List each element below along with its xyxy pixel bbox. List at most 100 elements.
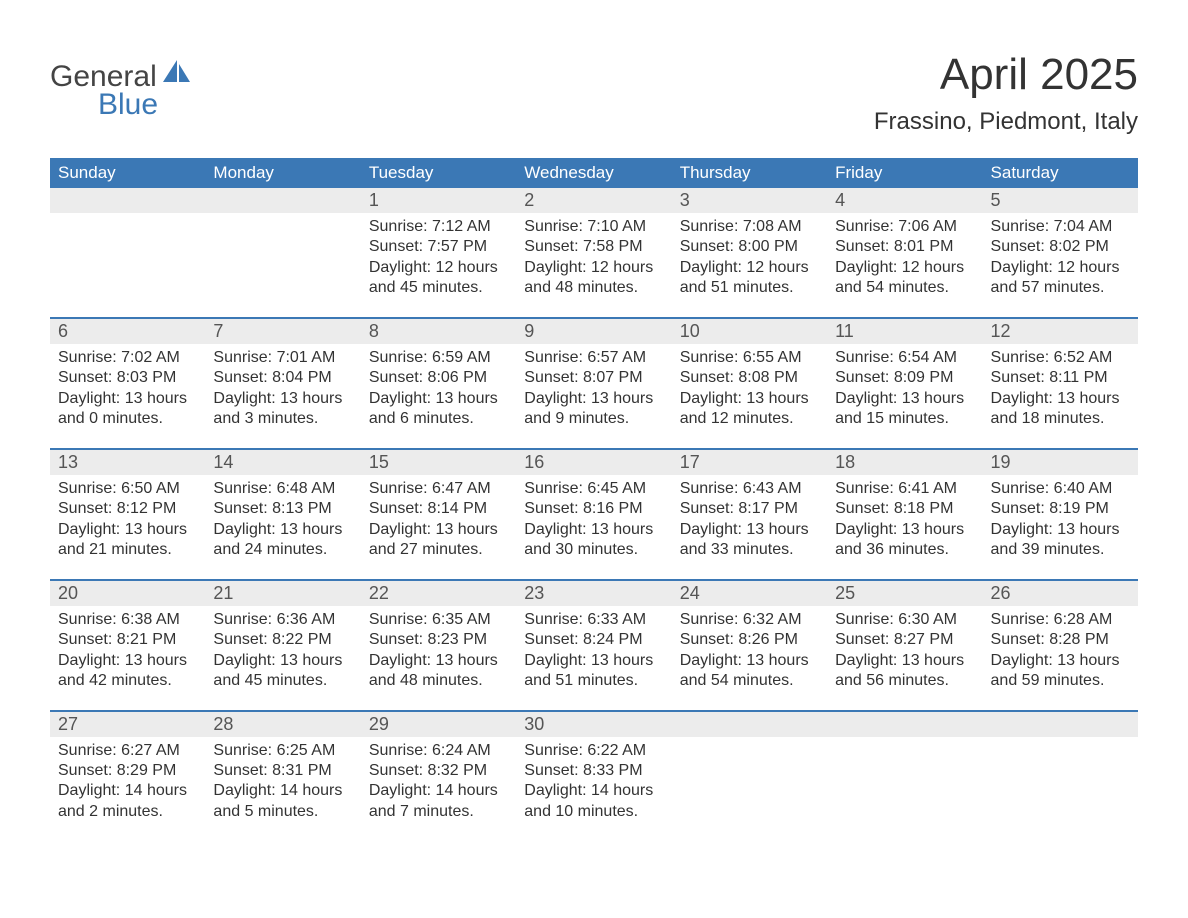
calendar-week: 6789101112Sunrise: 7:02 AMSunset: 8:03 P…	[50, 317, 1138, 448]
sunrise-text: Sunrise: 6:22 AM	[524, 741, 663, 761]
sunset-text: Sunset: 7:57 PM	[369, 237, 508, 257]
daylight-text: Daylight: 12 hours and 54 minutes.	[835, 258, 974, 299]
day-number: 1	[361, 188, 516, 213]
daylight-text: Daylight: 13 hours and 12 minutes.	[680, 389, 819, 430]
day-content	[672, 737, 827, 823]
day-number: 20	[50, 581, 205, 606]
sunset-text: Sunset: 7:58 PM	[524, 237, 663, 257]
calendar-week: 27282930Sunrise: 6:27 AMSunset: 8:29 PMD…	[50, 710, 1138, 841]
day-content: Sunrise: 6:22 AMSunset: 8:33 PMDaylight:…	[516, 737, 671, 823]
day-content: Sunrise: 6:48 AMSunset: 8:13 PMDaylight:…	[205, 475, 360, 561]
day-content: Sunrise: 6:25 AMSunset: 8:31 PMDaylight:…	[205, 737, 360, 823]
daylight-text: Daylight: 12 hours and 45 minutes.	[369, 258, 508, 299]
day-content: Sunrise: 6:33 AMSunset: 8:24 PMDaylight:…	[516, 606, 671, 692]
daylight-text: Daylight: 13 hours and 51 minutes.	[524, 651, 663, 692]
day-number	[50, 188, 205, 213]
daylight-text: Daylight: 12 hours and 57 minutes.	[991, 258, 1130, 299]
daylight-text: Daylight: 13 hours and 27 minutes.	[369, 520, 508, 561]
sunrise-text: Sunrise: 6:55 AM	[680, 348, 819, 368]
daylight-text: Daylight: 13 hours and 39 minutes.	[991, 520, 1130, 561]
day-content: Sunrise: 7:01 AMSunset: 8:04 PMDaylight:…	[205, 344, 360, 430]
day-content: Sunrise: 7:02 AMSunset: 8:03 PMDaylight:…	[50, 344, 205, 430]
daylight-text: Daylight: 14 hours and 2 minutes.	[58, 781, 197, 822]
header: General Blue April 2025 Frassino, Piedmo…	[50, 50, 1138, 150]
day-content: Sunrise: 6:38 AMSunset: 8:21 PMDaylight:…	[50, 606, 205, 692]
day-number: 24	[672, 581, 827, 606]
day-content: Sunrise: 7:12 AMSunset: 7:57 PMDaylight:…	[361, 213, 516, 299]
title-block: April 2025 Frassino, Piedmont, Italy	[874, 50, 1138, 136]
day-number: 17	[672, 450, 827, 475]
daylight-text: Daylight: 13 hours and 42 minutes.	[58, 651, 197, 692]
sunrise-text: Sunrise: 7:04 AM	[991, 217, 1130, 237]
day-content	[50, 213, 205, 299]
day-number: 16	[516, 450, 671, 475]
day-content-row: Sunrise: 6:50 AMSunset: 8:12 PMDaylight:…	[50, 475, 1138, 579]
sunrise-text: Sunrise: 7:01 AM	[213, 348, 352, 368]
daylight-text: Daylight: 14 hours and 5 minutes.	[213, 781, 352, 822]
calendar-week: 13141516171819Sunrise: 6:50 AMSunset: 8:…	[50, 448, 1138, 579]
sunrise-text: Sunrise: 6:50 AM	[58, 479, 197, 499]
day-number: 14	[205, 450, 360, 475]
sunset-text: Sunset: 8:26 PM	[680, 630, 819, 650]
day-content: Sunrise: 6:35 AMSunset: 8:23 PMDaylight:…	[361, 606, 516, 692]
day-number: 18	[827, 450, 982, 475]
day-content: Sunrise: 6:57 AMSunset: 8:07 PMDaylight:…	[516, 344, 671, 430]
daylight-text: Daylight: 13 hours and 9 minutes.	[524, 389, 663, 430]
daylight-text: Daylight: 13 hours and 3 minutes.	[213, 389, 352, 430]
daylight-text: Daylight: 13 hours and 15 minutes.	[835, 389, 974, 430]
sunrise-text: Sunrise: 7:10 AM	[524, 217, 663, 237]
page-subtitle: Frassino, Piedmont, Italy	[874, 108, 1138, 136]
sunrise-text: Sunrise: 7:02 AM	[58, 348, 197, 368]
sunrise-text: Sunrise: 7:12 AM	[369, 217, 508, 237]
sunrise-text: Sunrise: 6:52 AM	[991, 348, 1130, 368]
day-number-row: 6789101112	[50, 319, 1138, 344]
daylight-text: Daylight: 13 hours and 0 minutes.	[58, 389, 197, 430]
sunset-text: Sunset: 8:07 PM	[524, 368, 663, 388]
day-content: Sunrise: 6:41 AMSunset: 8:18 PMDaylight:…	[827, 475, 982, 561]
daylight-text: Daylight: 13 hours and 48 minutes.	[369, 651, 508, 692]
sunrise-text: Sunrise: 6:48 AM	[213, 479, 352, 499]
sunset-text: Sunset: 8:00 PM	[680, 237, 819, 257]
sunrise-text: Sunrise: 6:47 AM	[369, 479, 508, 499]
weekday-header: Saturday	[983, 158, 1138, 188]
day-number: 12	[983, 319, 1138, 344]
daylight-text: Daylight: 14 hours and 7 minutes.	[369, 781, 508, 822]
sunset-text: Sunset: 8:33 PM	[524, 761, 663, 781]
sunset-text: Sunset: 8:09 PM	[835, 368, 974, 388]
daylight-text: Daylight: 13 hours and 54 minutes.	[680, 651, 819, 692]
daylight-text: Daylight: 13 hours and 36 minutes.	[835, 520, 974, 561]
sunset-text: Sunset: 8:23 PM	[369, 630, 508, 650]
weekday-header: Sunday	[50, 158, 205, 188]
day-number: 21	[205, 581, 360, 606]
day-content: Sunrise: 6:27 AMSunset: 8:29 PMDaylight:…	[50, 737, 205, 823]
sunrise-text: Sunrise: 6:36 AM	[213, 610, 352, 630]
day-number: 15	[361, 450, 516, 475]
sunset-text: Sunset: 8:24 PM	[524, 630, 663, 650]
sunset-text: Sunset: 8:17 PM	[680, 499, 819, 519]
day-content	[205, 213, 360, 299]
day-content: Sunrise: 6:59 AMSunset: 8:06 PMDaylight:…	[361, 344, 516, 430]
weekday-header: Tuesday	[361, 158, 516, 188]
day-content: Sunrise: 6:40 AMSunset: 8:19 PMDaylight:…	[983, 475, 1138, 561]
sunrise-text: Sunrise: 6:59 AM	[369, 348, 508, 368]
sunrise-text: Sunrise: 6:40 AM	[991, 479, 1130, 499]
day-content: Sunrise: 6:43 AMSunset: 8:17 PMDaylight:…	[672, 475, 827, 561]
sunset-text: Sunset: 8:27 PM	[835, 630, 974, 650]
day-number-row: 12345	[50, 188, 1138, 213]
sunrise-text: Sunrise: 6:41 AM	[835, 479, 974, 499]
daylight-text: Daylight: 13 hours and 30 minutes.	[524, 520, 663, 561]
sunrise-text: Sunrise: 6:27 AM	[58, 741, 197, 761]
day-number: 10	[672, 319, 827, 344]
sail-icon	[163, 60, 191, 87]
day-number	[205, 188, 360, 213]
daylight-text: Daylight: 13 hours and 45 minutes.	[213, 651, 352, 692]
day-number: 22	[361, 581, 516, 606]
sunset-text: Sunset: 8:03 PM	[58, 368, 197, 388]
page-title: April 2025	[874, 50, 1138, 100]
day-content: Sunrise: 7:04 AMSunset: 8:02 PMDaylight:…	[983, 213, 1138, 299]
daylight-text: Daylight: 13 hours and 21 minutes.	[58, 520, 197, 561]
sunset-text: Sunset: 8:32 PM	[369, 761, 508, 781]
day-number: 8	[361, 319, 516, 344]
sunset-text: Sunset: 8:01 PM	[835, 237, 974, 257]
logo: General Blue	[50, 60, 191, 122]
